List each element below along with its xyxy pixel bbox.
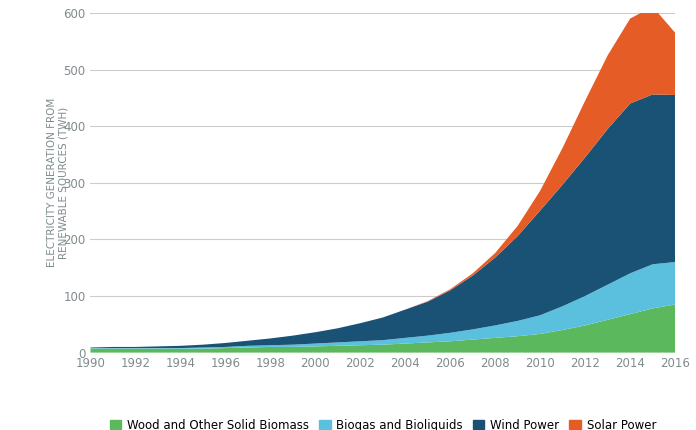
Legend: Wood and Other Solid Biomass, Biogas and Bioliquids, Wind Power, Solar Power: Wood and Other Solid Biomass, Biogas and…	[109, 419, 656, 430]
Y-axis label: ELECTRICITY GENERATION FROM
RENEWABLE SOURCES (TWH): ELECTRICITY GENERATION FROM RENEWABLE SO…	[47, 98, 69, 267]
